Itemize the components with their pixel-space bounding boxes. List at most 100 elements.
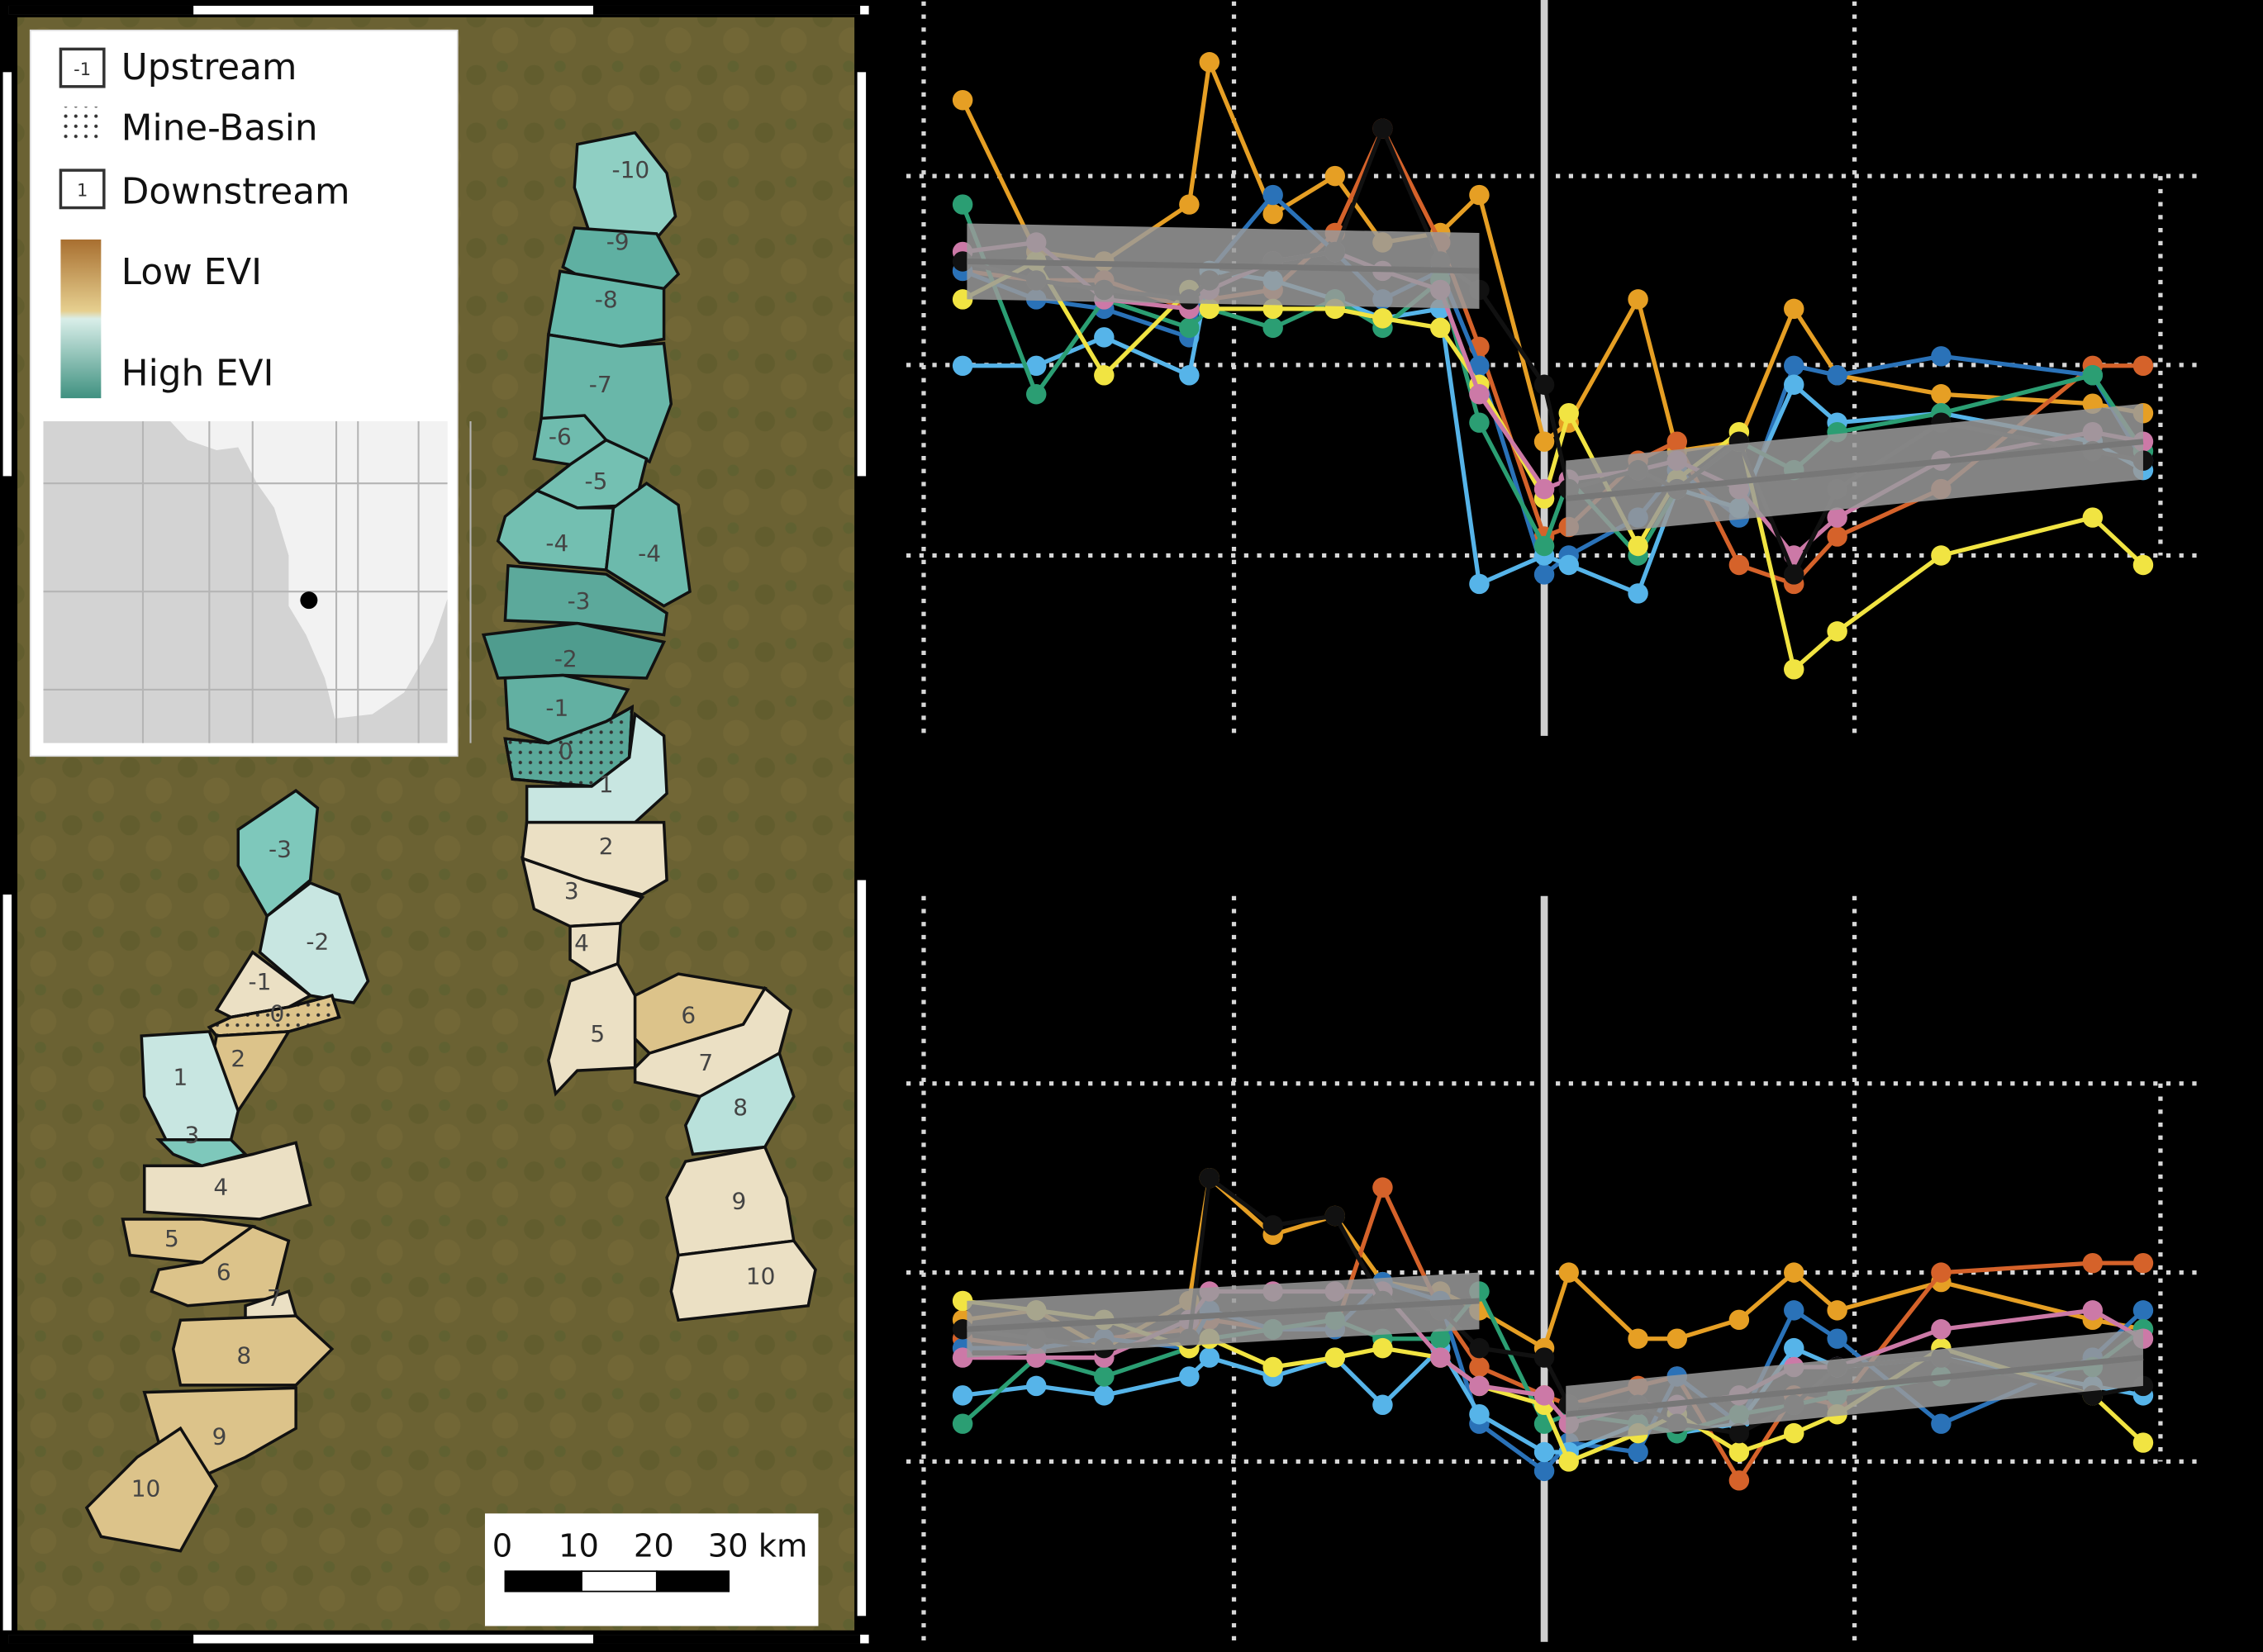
data-point: [1628, 535, 1648, 557]
data-point: [2132, 1432, 2154, 1453]
data-point: [1533, 431, 1555, 452]
data-point: [1262, 203, 1283, 225]
data-point: [1931, 1262, 1952, 1283]
data-point: [1094, 365, 1115, 386]
basin-label: 3: [564, 877, 579, 904]
basin-label: 10: [131, 1474, 161, 1502]
basin-label: 7: [267, 1284, 282, 1312]
data-point: [1469, 384, 1490, 405]
high-evi-label: High EVI: [121, 352, 274, 394]
map-frame-top: [8, 5, 869, 15]
data-point: [1430, 1347, 1451, 1368]
data-point: [1784, 374, 1804, 395]
evi-colorbar: [60, 239, 102, 399]
data-point: [1728, 1441, 1750, 1463]
data-point: [1469, 1337, 1490, 1359]
data-point: [1179, 365, 1200, 386]
trend-line: [1565, 439, 2144, 502]
data-point: [1931, 545, 1952, 566]
data-point: [1179, 1366, 1200, 1387]
data-point: [1931, 1413, 1952, 1434]
data-point: [1324, 165, 1346, 187]
series-line-sky: [963, 268, 1482, 585]
trend-line: [967, 258, 1480, 274]
data-point: [1469, 1404, 1490, 1425]
map-legend: -1 Upstream Mine-Basin 1 Downstream Low …: [29, 29, 472, 757]
inset-locator-map: [43, 421, 472, 743]
scale-bar: 0 10 20 30 km: [484, 1513, 819, 1626]
data-point: [1533, 1441, 1555, 1463]
data-point: [1784, 1300, 1804, 1321]
basin-label: 5: [590, 1020, 605, 1047]
scale-tick-30km: 30 km: [708, 1528, 808, 1565]
data-point: [1469, 412, 1490, 433]
basin-label: 4: [213, 1173, 228, 1200]
data-point: [1025, 355, 1047, 377]
data-point: [1931, 1319, 1952, 1340]
basin-label: 5: [164, 1225, 179, 1252]
data-point: [1728, 554, 1750, 576]
data-point: [2132, 355, 2154, 377]
basin-label: 9: [212, 1422, 227, 1450]
data-point: [1728, 1422, 1750, 1444]
data-point: [1533, 535, 1555, 557]
data-point: [1827, 621, 1847, 642]
data-point: [1827, 1328, 1847, 1349]
data-point: [1469, 355, 1490, 377]
data-point: [2132, 1300, 2154, 1321]
line-chart-bottom: [906, 895, 2206, 1642]
data-point: [1469, 1375, 1490, 1397]
basin-label: -4: [545, 529, 568, 557]
data-point: [952, 1385, 973, 1406]
data-point: [1558, 554, 1579, 576]
data-point: [1025, 1375, 1047, 1397]
data-point: [1199, 52, 1220, 73]
low-evi-label: Low EVI: [121, 251, 262, 293]
basin-label: 1: [599, 771, 614, 798]
data-point: [1558, 1262, 1579, 1283]
series-line-sky: [962, 1344, 1481, 1416]
data-point: [1372, 118, 1393, 139]
basin-label: 6: [681, 1001, 696, 1028]
data-point: [1628, 289, 1648, 310]
data-point: [1262, 1215, 1283, 1236]
basin-label: -3: [568, 587, 591, 615]
data-point: [1262, 317, 1283, 339]
basin-label: -8: [595, 286, 618, 313]
legend-upstream: -1 Upstream: [59, 46, 297, 88]
basin-label: 8: [236, 1342, 251, 1370]
legend-downstream: 1 Downstream: [59, 169, 349, 212]
data-point: [1827, 1300, 1847, 1321]
data-point: [1430, 1328, 1451, 1349]
data-point: [1666, 1328, 1687, 1349]
basin-group-a: [481, 131, 817, 1322]
downstream-symbol-text: 1: [77, 181, 88, 201]
data-point: [1666, 431, 1687, 452]
data-point: [1533, 1385, 1555, 1406]
line-chart-top: [906, 0, 2206, 736]
basin-label: -1: [545, 694, 568, 721]
data-point: [1533, 1347, 1555, 1368]
data-point: [1784, 564, 1804, 585]
data-point: [2132, 554, 2154, 576]
data-point: [2082, 1300, 2104, 1321]
scale-tick-10: 10: [559, 1528, 599, 1565]
data-point: [1558, 402, 1579, 424]
basin-label: 2: [599, 833, 614, 860]
data-point: [1094, 1366, 1115, 1387]
basin-label: -5: [585, 468, 608, 495]
data-point: [1199, 1167, 1220, 1189]
data-point: [1430, 317, 1451, 339]
trend-line: [967, 1298, 1480, 1332]
series-line-orange: [1476, 194, 2144, 454]
map-frame-bottom: [8, 1635, 869, 1644]
data-point: [1094, 1385, 1115, 1406]
data-point: [1558, 1451, 1579, 1472]
data-point: [952, 355, 973, 377]
basin-label: 7: [698, 1049, 713, 1076]
legend-mine-basin-label: Mine-Basin: [121, 107, 318, 149]
basin-group-b: [84, 789, 370, 1553]
upstream-symbol-icon: [59, 47, 106, 88]
legend-mine-basin: Mine-Basin: [60, 107, 318, 149]
